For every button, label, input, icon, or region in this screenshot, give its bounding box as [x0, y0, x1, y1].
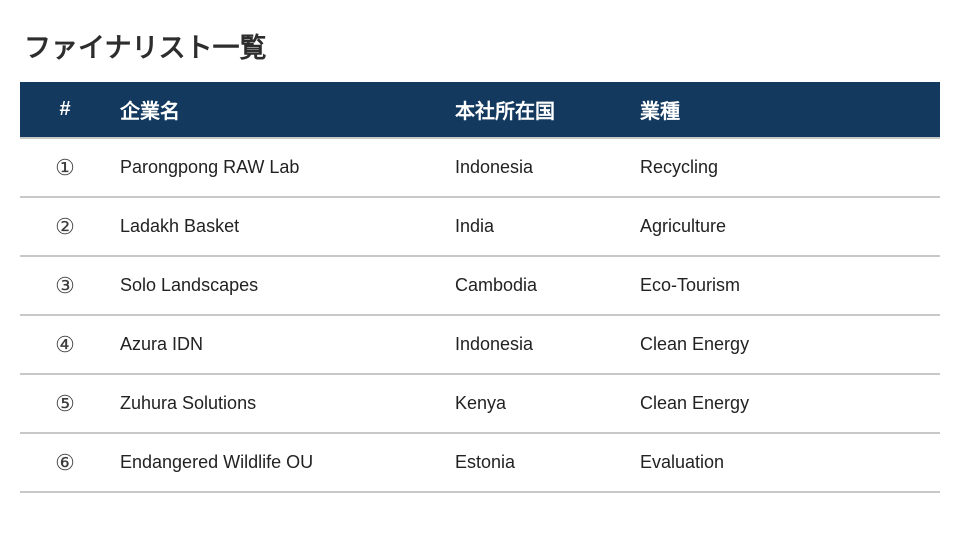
cell-country: Kenya	[455, 393, 507, 413]
finalist-table: # 企業名 本社所在国 業種 ① Parongpong RAW Lab Indo…	[20, 82, 940, 493]
cell-industry: Agriculture	[640, 216, 727, 236]
table-row: ④ Azura IDN Indonesia Clean Energy	[20, 316, 940, 375]
cell-industry: Eco-Tourism	[640, 275, 741, 295]
table-row: ① Parongpong RAW Lab Indonesia Recycling	[20, 139, 940, 198]
cell-industry: Clean Energy	[640, 393, 750, 413]
table-row: ⑤ Zuhura Solutions Kenya Clean Energy	[20, 375, 940, 434]
row-number-badge: ⑥	[55, 449, 75, 475]
cell-company: Ladakh Basket	[120, 216, 240, 236]
row-number-badge: ④	[55, 331, 75, 357]
page-title: ファイナリスト一覧	[24, 33, 267, 63]
cell-country: Cambodia	[455, 275, 538, 295]
column-header-number: #	[59, 98, 71, 120]
column-header-industry: 業種	[640, 101, 680, 123]
table-header-row: # 企業名 本社所在国 業種	[20, 82, 940, 137]
row-number-badge: ②	[55, 213, 75, 239]
row-number-badge: ⑤	[55, 390, 75, 416]
cell-industry: Evaluation	[640, 452, 725, 472]
row-number-badge: ①	[55, 154, 75, 180]
cell-company: Solo Landscapes	[120, 275, 259, 295]
cell-country: Estonia	[455, 452, 516, 472]
table-row: ⑥ Endangered Wildlife OU Estonia Evaluat…	[20, 434, 940, 493]
table-row: ③ Solo Landscapes Cambodia Eco-Tourism	[20, 257, 940, 316]
cell-country: Indonesia	[455, 157, 534, 177]
cell-company: Zuhura Solutions	[120, 393, 257, 413]
column-header-company: 企業名	[120, 101, 180, 123]
table-body: ① Parongpong RAW Lab Indonesia Recycling…	[20, 137, 940, 493]
cell-company: Endangered Wildlife OU	[120, 452, 314, 472]
cell-company: Parongpong RAW Lab	[120, 157, 300, 177]
cell-industry: Recycling	[640, 157, 719, 177]
cell-country: Indonesia	[455, 334, 534, 354]
row-number-badge: ③	[55, 272, 75, 298]
cell-industry: Clean Energy	[640, 334, 750, 354]
column-header-country: 本社所在国	[455, 101, 555, 123]
cell-country: India	[455, 216, 495, 236]
cell-company: Azura IDN	[120, 334, 204, 354]
table-row: ② Ladakh Basket India Agriculture	[20, 198, 940, 257]
